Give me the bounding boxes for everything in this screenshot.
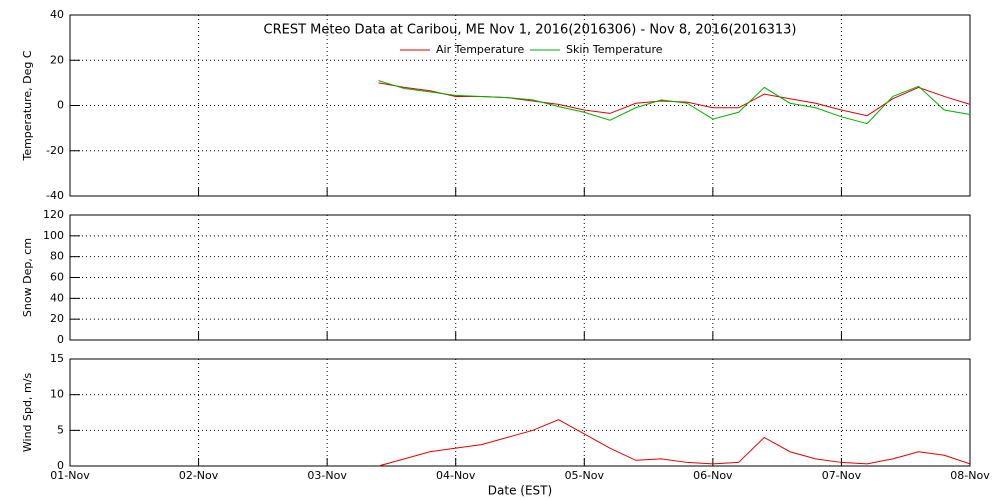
y-axis-label: Temperature, Deg C [21, 50, 34, 161]
y-tick-label: 40 [50, 291, 64, 304]
x-tick-label: 03-Nov [307, 469, 347, 482]
y-tick-label: 15 [50, 352, 64, 365]
x-tick-label: 06-Nov [693, 469, 733, 482]
x-axis-label: Date (EST) [488, 484, 552, 498]
data-line [378, 419, 971, 467]
y-axis-label: Wind Spd, m/s [21, 373, 34, 453]
y-tick-label: 0 [57, 99, 64, 112]
x-tick-label: 04-Nov [436, 469, 476, 482]
y-tick-label: 20 [50, 312, 64, 325]
chart-title: CREST Meteo Data at Caribou, ME Nov 1, 2… [264, 23, 797, 38]
y-tick-label: 40 [50, 8, 64, 21]
y-tick-label: 10 [50, 388, 64, 401]
y-tick-label: 60 [50, 271, 64, 284]
y-tick-label: 80 [50, 250, 64, 263]
data-line [378, 82, 971, 117]
y-tick-label: 0 [57, 459, 64, 472]
data-line [378, 80, 971, 125]
y-tick-label: 100 [43, 229, 64, 242]
y-axis-label: Snow Dep, cm [21, 238, 34, 317]
plot-frame [69, 358, 971, 467]
x-tick-label: 07-Nov [822, 469, 862, 482]
y-tick-label: 20 [50, 53, 64, 66]
y-tick-label: 0 [57, 333, 64, 346]
legend-label: Air Temperature [436, 43, 525, 56]
y-tick-label: -20 [46, 144, 64, 157]
x-tick-label: 05-Nov [565, 469, 605, 482]
y-tick-label: 5 [57, 423, 64, 436]
x-tick-label: 08-Nov [950, 469, 990, 482]
legend-label: Skin Temperature [566, 43, 663, 56]
x-tick-label: 01-Nov [50, 469, 90, 482]
y-tick-label: 120 [43, 208, 64, 221]
y-tick-label: -40 [46, 189, 64, 202]
x-tick-label: 02-Nov [179, 469, 219, 482]
